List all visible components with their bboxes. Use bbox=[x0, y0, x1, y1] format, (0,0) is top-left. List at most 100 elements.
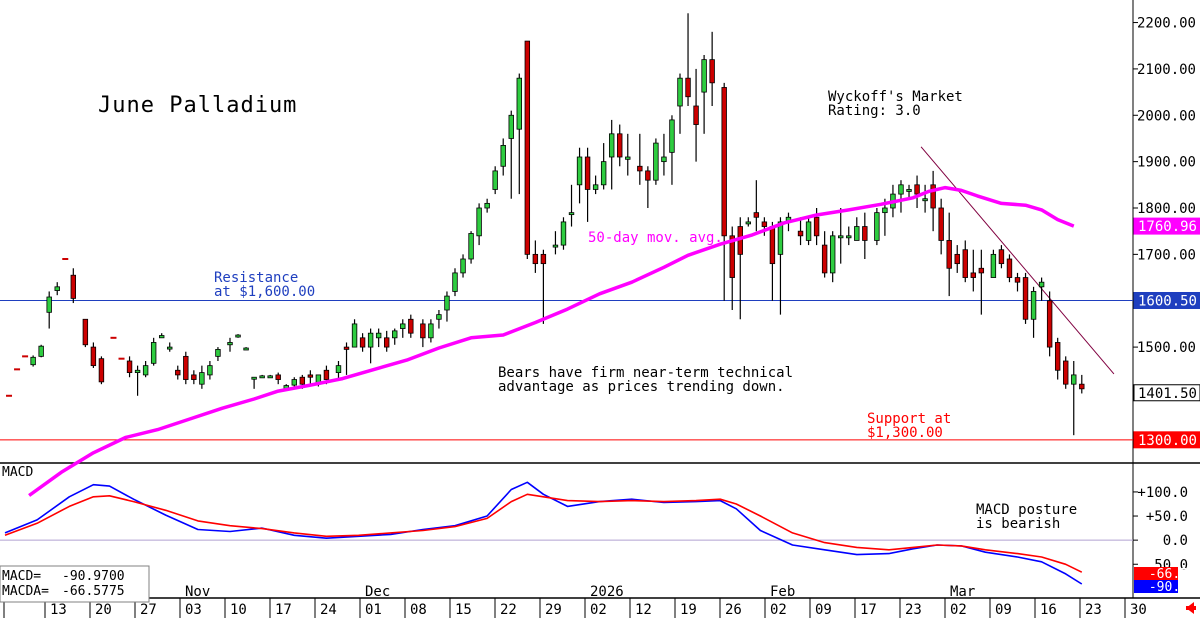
macd-badge bbox=[1134, 567, 1178, 580]
x-day-label: 01 bbox=[365, 602, 382, 618]
candle bbox=[191, 370, 197, 385]
candle bbox=[452, 268, 458, 297]
candle bbox=[158, 333, 165, 339]
x-day-label: 30 bbox=[1130, 602, 1147, 618]
macda-readout-label: MACDA= bbox=[2, 584, 49, 599]
x-day-label: 29 bbox=[545, 602, 562, 618]
candle-body bbox=[98, 358, 105, 383]
candle-body bbox=[291, 379, 297, 386]
candle-body bbox=[452, 272, 458, 292]
candle bbox=[854, 217, 860, 241]
x-day-label: 02 bbox=[950, 602, 967, 618]
candle bbox=[375, 328, 382, 348]
candle-body bbox=[30, 356, 36, 366]
macd-tick-label: +100.0 bbox=[1137, 485, 1188, 501]
candle-body bbox=[307, 374, 314, 378]
candle-body bbox=[576, 156, 583, 186]
candle bbox=[251, 376, 257, 389]
candle bbox=[227, 337, 233, 352]
candle bbox=[428, 319, 434, 343]
candle-body bbox=[150, 342, 157, 364]
candle-body bbox=[769, 226, 776, 265]
candle bbox=[150, 337, 157, 366]
candle bbox=[584, 147, 591, 222]
candle-body bbox=[383, 337, 390, 348]
candle-body bbox=[227, 342, 233, 346]
support-label-line2: $1,300.00 bbox=[867, 425, 943, 441]
x-day-label: 09 bbox=[995, 602, 1012, 618]
candle-body bbox=[428, 323, 434, 339]
bears-comment-line2: advantage as prices trending down. bbox=[498, 379, 785, 395]
candle bbox=[653, 138, 659, 185]
x-day-label: 09 bbox=[815, 602, 832, 618]
candle bbox=[645, 166, 651, 208]
candle bbox=[978, 249, 985, 315]
candle bbox=[183, 351, 189, 385]
candle bbox=[82, 318, 89, 348]
candle bbox=[914, 175, 920, 208]
macd-title: MACD bbox=[2, 465, 33, 480]
candle-body bbox=[854, 226, 860, 241]
candle bbox=[946, 212, 952, 297]
candle bbox=[846, 226, 852, 246]
candle bbox=[721, 82, 727, 301]
candle-body bbox=[484, 202, 490, 209]
macd-badge-label: -66.5 bbox=[1149, 567, 1188, 582]
candle-body bbox=[930, 184, 936, 209]
candle bbox=[970, 249, 977, 292]
candle bbox=[761, 217, 768, 236]
candle-body bbox=[882, 207, 888, 214]
price-badge bbox=[1133, 431, 1200, 449]
candle bbox=[568, 184, 575, 227]
macd-panel: +100.0+50.00.050.0-66.5-90.9 bbox=[0, 463, 1188, 598]
candle-body bbox=[335, 365, 342, 373]
macd-series-line bbox=[4, 493, 1083, 573]
candle-body bbox=[158, 335, 165, 339]
candle bbox=[235, 334, 241, 338]
candle bbox=[476, 203, 482, 246]
candle bbox=[906, 184, 912, 199]
candle bbox=[54, 282, 60, 296]
candle bbox=[1079, 374, 1085, 394]
candle bbox=[998, 245, 1005, 269]
candle-body bbox=[90, 346, 97, 367]
resistance-label-line2: at $1,600.00 bbox=[214, 284, 315, 300]
candle-body bbox=[275, 374, 281, 380]
candle bbox=[460, 254, 466, 278]
candle bbox=[46, 291, 52, 329]
candle-body bbox=[677, 77, 683, 107]
candle bbox=[745, 217, 752, 227]
candle bbox=[126, 356, 133, 378]
candle bbox=[98, 356, 105, 385]
x-day-label: 15 bbox=[455, 602, 472, 618]
candle-body bbox=[693, 105, 699, 125]
candle bbox=[444, 291, 450, 322]
candle bbox=[954, 245, 960, 273]
candle-body bbox=[1030, 291, 1037, 320]
candle bbox=[508, 110, 514, 199]
candle-body bbox=[637, 165, 643, 172]
candle-body bbox=[998, 249, 1005, 265]
candle bbox=[617, 124, 623, 167]
candle bbox=[267, 374, 273, 379]
candle-body bbox=[134, 369, 141, 373]
candle-body bbox=[914, 184, 920, 195]
x-day-label: 17 bbox=[275, 602, 292, 618]
candle-body bbox=[805, 221, 812, 241]
candle bbox=[383, 330, 390, 352]
x-day-label: 20 bbox=[95, 602, 112, 618]
candle bbox=[608, 119, 615, 190]
market-rating-line1: Wyckoff's Market bbox=[828, 89, 963, 105]
candle bbox=[90, 342, 97, 368]
candle-body bbox=[408, 318, 414, 334]
price-tick-label: 1800.00 bbox=[1137, 201, 1196, 217]
candle-body bbox=[70, 274, 77, 299]
price-tick-label: 1700.00 bbox=[1137, 247, 1196, 263]
candle-body bbox=[54, 286, 60, 291]
candle bbox=[1006, 254, 1013, 283]
x-month-label: 2026 bbox=[590, 584, 624, 600]
candle bbox=[737, 217, 743, 320]
candle-body bbox=[142, 365, 149, 376]
candle-body bbox=[375, 332, 382, 339]
